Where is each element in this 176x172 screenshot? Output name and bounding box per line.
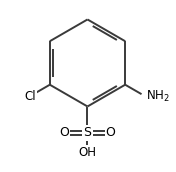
Text: NH$_2$: NH$_2$ [146, 89, 170, 104]
Text: O: O [59, 126, 69, 139]
Text: O: O [106, 126, 115, 139]
Text: S: S [83, 126, 92, 139]
Text: Cl: Cl [24, 90, 36, 103]
Text: OH: OH [78, 146, 96, 159]
